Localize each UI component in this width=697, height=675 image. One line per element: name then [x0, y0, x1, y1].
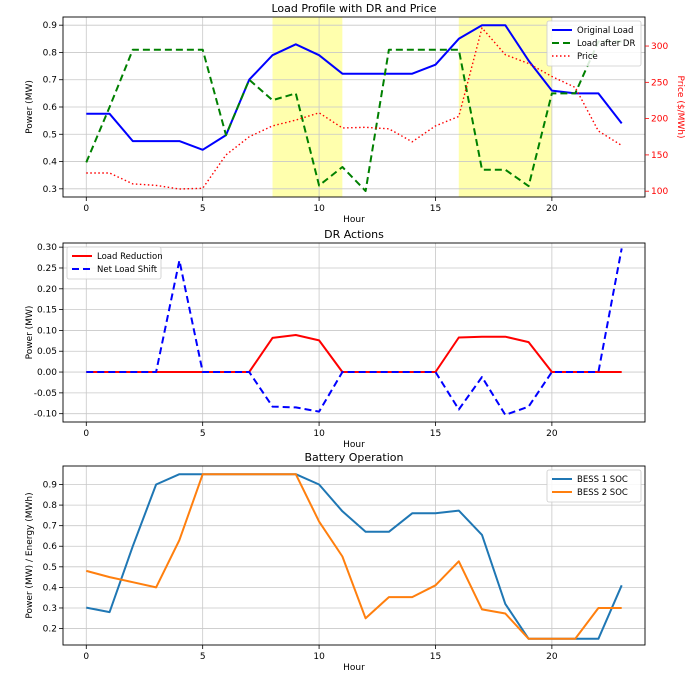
y-tick-label: 0.8 — [43, 48, 58, 58]
y-axis-label: Power (MW) — [25, 306, 35, 360]
x-tick-label: 5 — [200, 204, 206, 214]
y-axis-label: Power (MW) — [25, 80, 35, 134]
legend: Load Reduction Net Load Shift — [67, 247, 163, 279]
y-tick-label: 0.20 — [37, 285, 57, 295]
x-tick-label: 20 — [546, 652, 558, 662]
y-tick-label: 0.25 — [37, 264, 57, 274]
x-tick-label: 10 — [313, 204, 325, 214]
x-tick-label: 15 — [430, 652, 441, 662]
y-tick-label: 0.6 — [43, 542, 58, 552]
series-line-bess-2-soc — [86, 474, 621, 639]
y2-tick-label: 200 — [651, 115, 668, 125]
x-tick-label: 5 — [200, 429, 206, 439]
chart-1: 0 5 10 15 20 0.3 0.4 0.5 0.6 0.7 0.8 0.9 100 150 200 25… — [25, 2, 685, 225]
y-tick-label: 0.2 — [43, 625, 57, 635]
legend-label: BESS 2 SOC — [577, 488, 628, 498]
legend-label: BESS 1 SOC — [577, 475, 628, 485]
y-tick-label: 0.5 — [43, 563, 57, 573]
y-tick-label: 0.7 — [43, 76, 57, 86]
y2-tick-label: 100 — [651, 187, 668, 197]
series-line-bess-1-soc — [86, 474, 621, 639]
x-tick-label: 20 — [546, 204, 558, 214]
chart-title: Battery Operation — [305, 451, 404, 464]
chart-title: Load Profile with DR and Price — [271, 2, 436, 15]
y-tick-label: 0.9 — [43, 481, 58, 491]
y2-tick-label: 300 — [651, 42, 668, 52]
legend-label: Load Reduction — [97, 252, 163, 262]
y-tick-label: 0.00 — [37, 368, 57, 378]
y-tick-label: 0.4 — [43, 583, 58, 593]
y2-tick-label: 150 — [651, 151, 668, 161]
x-tick-label: 10 — [313, 652, 325, 662]
y-tick-label: -0.05 — [34, 389, 57, 399]
x-tick-label: 0 — [83, 652, 89, 662]
y-axis-label: Power (MW) / Energy (MWh) — [25, 492, 35, 618]
y-tick-label: 0.7 — [43, 522, 57, 532]
y2-tick-label: 250 — [651, 78, 668, 88]
y-tick-label: 0.3 — [43, 604, 57, 614]
x-tick-label: 0 — [83, 429, 89, 439]
series-line-load-reduction — [86, 335, 621, 372]
x-tick-label: 15 — [430, 204, 441, 214]
legend: BESS 1 SOC BESS 2 SOC — [547, 470, 641, 502]
x-tick-label: 15 — [430, 429, 441, 439]
x-axis-label: Hour — [343, 440, 365, 450]
y-tick-label: 0.6 — [43, 103, 58, 113]
x-tick-label: 0 — [83, 204, 89, 214]
x-tick-label: 5 — [200, 652, 206, 662]
y2-axis-label: Price ($/MWh) — [675, 76, 685, 139]
y-tick-label: 0.5 — [43, 130, 57, 140]
y-tick-label: -0.10 — [34, 410, 58, 420]
x-tick-label: 10 — [313, 429, 325, 439]
x-axis-label: Hour — [343, 663, 365, 673]
y-tick-label: 0.8 — [43, 501, 58, 511]
legend-label: Net Load Shift — [97, 265, 158, 275]
x-axis-label: Hour — [343, 215, 365, 225]
y-tick-label: 0.15 — [37, 306, 57, 316]
legend-label: Load after DR — [577, 39, 635, 49]
chart-3: 0 5 10 15 20 0.2 0.3 0.4 0.5 0.6 0.7 0.8 0.9 Battery … — [25, 451, 645, 673]
series-line-net-load-shift — [86, 248, 621, 415]
y-tick-label: 0.05 — [37, 347, 57, 357]
y-tick-label: 0.30 — [37, 243, 57, 253]
legend-label: Original Load — [577, 26, 633, 36]
legend-label: Price — [577, 52, 598, 62]
x-tick-label: 20 — [546, 429, 558, 439]
chart-title: DR Actions — [324, 228, 384, 241]
y-tick-label: 0.10 — [37, 326, 57, 336]
legend: Original Load Load after DR Price — [547, 21, 641, 66]
chart-2: 0 5 10 15 20 -0.10 -0.05 0.00 0.05 0.10 0.15 0.20 0.… — [25, 228, 645, 450]
y-tick-label: 0.9 — [43, 21, 58, 31]
y-tick-label: 0.4 — [43, 158, 58, 168]
y-tick-label: 0.3 — [43, 185, 57, 195]
